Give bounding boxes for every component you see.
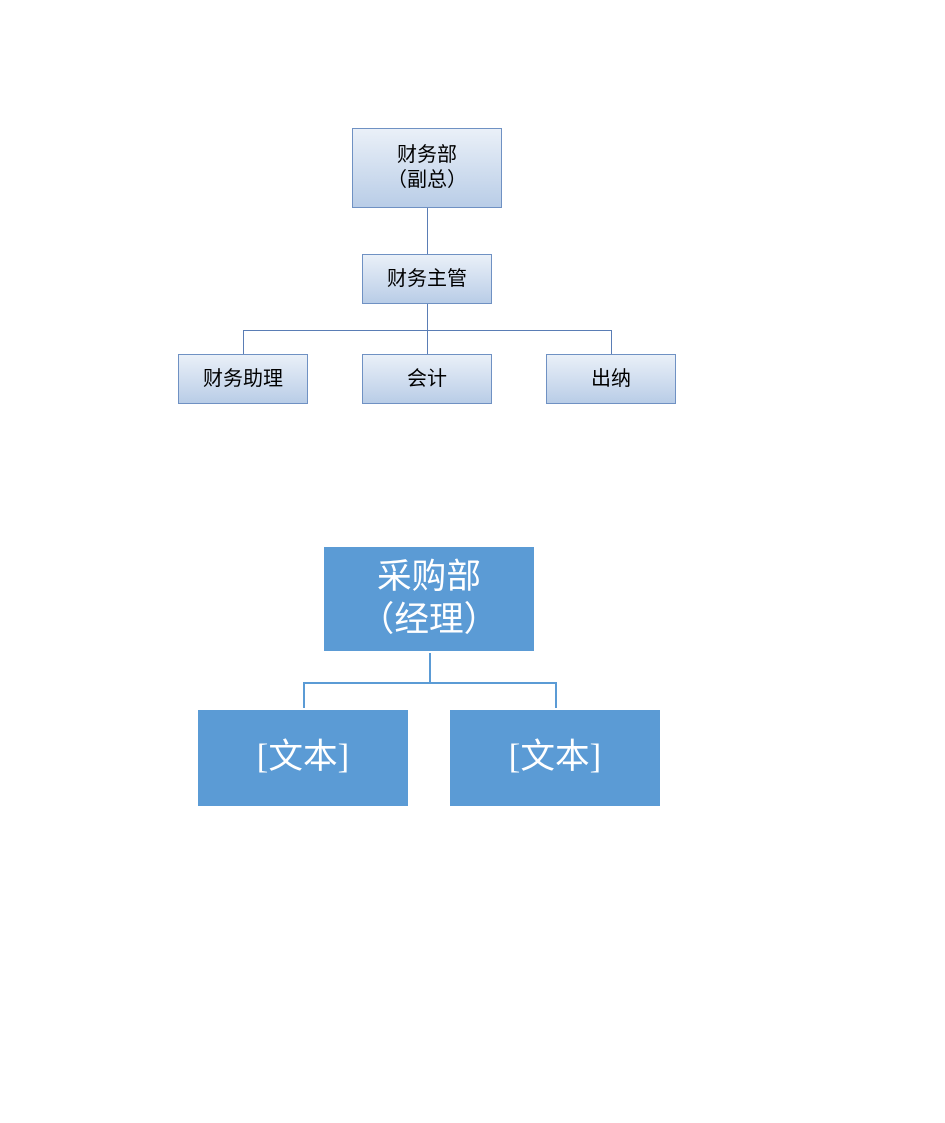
connector [427, 304, 428, 330]
connector [429, 653, 431, 682]
connector [303, 682, 557, 684]
node-label: 财务助理 [203, 367, 283, 392]
node-label-line1: 财务部 [397, 143, 457, 168]
connector [303, 682, 305, 708]
node-purchasing-child-1: [文本] [196, 708, 410, 808]
node-purchasing-child-2: [文本] [448, 708, 662, 808]
node-label: 会计 [407, 367, 447, 392]
node-label-line2: （副总） [387, 168, 467, 193]
node-finance-assistant: 财务助理 [178, 354, 308, 404]
node-accountant: 会计 [362, 354, 492, 404]
node-label-line1: 采购部 [377, 556, 481, 599]
node-label: [文本] [257, 736, 349, 779]
connector [555, 682, 557, 708]
connector [611, 330, 612, 354]
connector [427, 330, 428, 354]
node-finance-dept: 财务部 （副总） [352, 128, 502, 208]
connector [243, 330, 244, 354]
node-label-line2: （经理） [360, 599, 499, 642]
node-finance-supervisor: 财务主管 [362, 254, 492, 304]
node-purchasing-dept: 采购部 （经理） [322, 545, 536, 653]
node-label: [文本] [509, 736, 601, 779]
node-label: 出纳 [591, 367, 631, 392]
connector [427, 208, 428, 254]
node-cashier: 出纳 [546, 354, 676, 404]
node-label: 财务主管 [387, 267, 467, 292]
